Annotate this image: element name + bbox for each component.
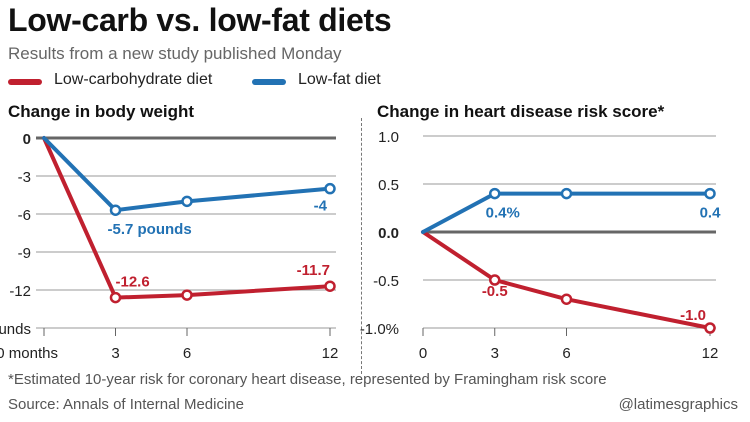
footnote: *Estimated 10-year risk for coronary hea… [8,371,607,388]
legend-swatch-low-carb [8,79,42,85]
risk-data-label-3: 0.4 [700,205,722,222]
weight-x-tick-label-2: 6 [183,345,191,362]
risk-y-tick-label-4: -1.0% [360,321,399,338]
chart-title: Low-carb vs. low-fat diets [8,2,392,38]
weight-y-tick-label-2: -6 [18,207,31,224]
weight-x-tick-label-1: 3 [111,345,119,362]
risk-y-tick-label-2: 0.0 [378,225,399,242]
weight-point-1-2 [181,195,193,208]
weight-point-0-2 [181,289,193,301]
panel-divider [361,118,362,374]
risk-data-label-1: -1.0 [680,307,706,324]
weight-y-tick-label-5: -15 pounds [0,321,31,338]
risk-x-tick-label-1: 3 [491,345,499,362]
panel-title-weight: Change in body weight [8,102,195,121]
weight-data-label-3: -4 [314,198,328,215]
credit: @latimesgraphics [618,396,738,413]
risk-y-tick-label-3: -0.5 [373,273,399,290]
risk-y-tick-label-0: 1.0 [378,129,399,146]
weight-x-tick-label-0: 0 months [0,345,58,362]
risk-series-line-0 [421,230,712,330]
weight-series-line-0 [42,136,332,300]
weight-point-1-3 [324,182,336,195]
weight-y-tick-label-4: -12 [9,283,31,300]
weight-series-line-1 [42,136,332,213]
weight-data-label-2: -5.7 pounds [108,221,192,238]
risk-x-tick-label-2: 6 [562,345,570,362]
risk-point-0-1 [489,274,501,286]
weight-y-tick-label-1: -3 [18,169,31,186]
risk-series-line-1 [421,191,712,234]
weight-y-tick-label-0: 0 [23,131,31,148]
panel-title-risk: Change in heart disease risk score* [377,102,665,121]
risk-point-1-2 [560,187,573,200]
risk-data-label-2: 0.4% [486,205,520,222]
risk-point-1-1 [489,187,501,200]
legend-swatch-low-fat [252,79,286,85]
weight-point-1-1 [109,204,122,216]
risk-point-0-2 [560,293,573,305]
risk-x-tick-label-3: 12 [702,345,719,362]
legend-label-low-fat: Low-fat diet [298,71,381,88]
weight-data-label-0: -12.6 [116,274,150,291]
risk-point-0-3 [704,322,716,334]
risk-data-label-0: -0.5 [482,283,508,300]
weight-y-tick-label-3: -9 [18,245,31,262]
weight-data-label-1: -11.7 [297,262,330,279]
risk-y-tick-label-1: 0.5 [378,177,399,194]
weight-point-0-1 [109,291,122,304]
risk-x-tick-label-0: 0 [419,345,427,362]
risk-point-1-3 [704,187,716,200]
chart-subtitle: Results from a new study published Monda… [8,44,342,63]
weight-point-0-3 [324,280,336,292]
legend-label-low-carb: Low-carbohydrate diet [54,71,213,88]
weight-x-tick-label-3: 12 [322,345,339,362]
source: Source: Annals of Internal Medicine [8,396,244,413]
